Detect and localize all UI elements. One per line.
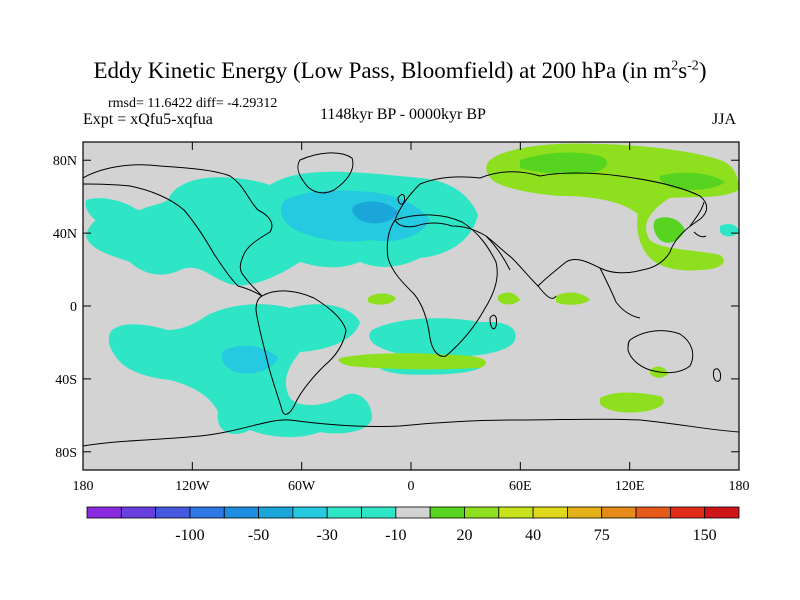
colorbar-swatch [601, 506, 637, 519]
colorbar-swatch [189, 506, 225, 519]
coast-madagascar [489, 314, 497, 330]
x-tick-label: 180 [729, 479, 750, 494]
colorbar-label: -30 [317, 527, 338, 544]
colorbar-label: -50 [248, 527, 269, 544]
field-spot-argentina [256, 388, 276, 400]
colorbar-label: 20 [456, 527, 472, 544]
field-siberia-core [659, 172, 725, 190]
y-tick-label: 80N [53, 154, 77, 169]
colorbar-label: 150 [693, 527, 717, 544]
colorbar-swatch [292, 506, 328, 519]
colorbar-swatch [464, 506, 500, 519]
colorbar-swatch [498, 506, 534, 519]
x-tick-label: 60W [288, 479, 316, 494]
coast-south-america [255, 290, 347, 415]
coast-japan [689, 201, 707, 238]
rmsd-diff-stats: rmsd= 11.6422 diff= -4.29312 [108, 96, 278, 111]
time-period-label: 1148kyr BP - 0000kyr BP [320, 106, 486, 123]
field-spot-indian [498, 292, 520, 305]
season-label: JJA [712, 111, 737, 128]
colorbar-swatch [532, 506, 568, 519]
colorbar-swatch [155, 506, 191, 519]
axis-tick-labels: 180 120W 60W 0 60E 120E 180 80N 40N 0 40S 80S [53, 154, 750, 494]
field-indian-east [600, 392, 664, 413]
field-layer [85, 143, 739, 438]
y-tick-label: 40N [53, 227, 77, 242]
coast-greenland [297, 152, 354, 194]
y-tick-label: 80S [55, 446, 77, 461]
colorbar-swatch [361, 506, 397, 519]
colorbar-swatch [258, 506, 294, 519]
experiment-label: Expt = xQfu5-xqfua [83, 111, 213, 128]
axis-ticks [82, 142, 740, 470]
colorbar-swatch [567, 506, 603, 519]
y-tick-label: 40S [55, 373, 77, 388]
colorbar-swatch [429, 506, 465, 519]
colorbar-label: 40 [525, 527, 541, 544]
x-tick-label: 180 [73, 479, 94, 494]
coast-eurasia [394, 171, 708, 287]
coast-arabia-india [485, 235, 557, 299]
colorbar-swatch [326, 506, 362, 519]
colorbar-swatch [223, 506, 259, 519]
x-tick-label: 120W [175, 479, 210, 494]
colorbar-label: 75 [594, 527, 610, 544]
colorbar-swatch [635, 506, 671, 519]
x-tick-label: 60E [509, 479, 532, 494]
coast-uk [397, 194, 405, 205]
colorbar [86, 506, 740, 519]
coast-se-asia [599, 267, 641, 319]
colorbar-swatch [704, 506, 740, 519]
x-tick-label: 120E [615, 479, 645, 494]
field-spot-pacific [556, 292, 590, 305]
field-southern-band [338, 353, 486, 370]
colorbar-swatch [395, 506, 431, 519]
field-pacific-east [85, 198, 140, 222]
y-tick-label: 0 [70, 300, 77, 315]
field-north-atlantic-blue [352, 201, 398, 224]
colorbar-label: -10 [385, 527, 406, 544]
field-east-asia [653, 217, 685, 243]
colorbar-labels: -100 -50 -30 -10 20 40 75 150 [175, 527, 716, 544]
coast-antarctica [83, 418, 739, 447]
coast-new-zealand [713, 368, 721, 382]
field-south-indian [369, 318, 516, 357]
field-south-pacific-core [221, 345, 278, 374]
field-arctic-core [520, 152, 608, 175]
colorbar-label: -100 [175, 527, 204, 544]
colorbar-swatch [86, 506, 122, 519]
coast-africa [386, 214, 498, 357]
coast-australia [627, 330, 694, 374]
x-tick-label: 0 [408, 479, 415, 494]
chart-title: Eddy Kinetic Energy (Low Pass, Bloomfiel… [93, 58, 707, 83]
colorbar-swatch [669, 506, 706, 519]
coast-north-america [83, 164, 273, 297]
field-spot-atlantic [368, 293, 396, 305]
coastlines [83, 152, 739, 447]
colorbar-swatch [120, 506, 157, 519]
